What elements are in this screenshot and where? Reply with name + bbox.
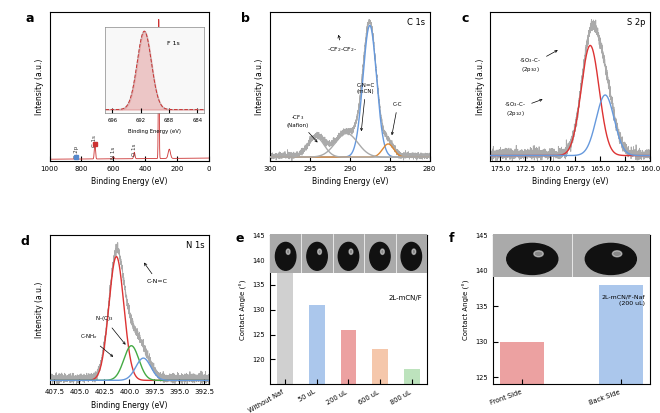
Bar bbox=[500, 342, 544, 384]
Y-axis label: Intensity (a.u.): Intensity (a.u.) bbox=[35, 282, 44, 338]
Y-axis label: Intensity (a.u.): Intensity (a.u.) bbox=[255, 59, 265, 115]
Y-axis label: Contact Angle (°): Contact Angle (°) bbox=[240, 280, 247, 340]
Text: -SO$_3$-C-
(2p$_{1/2}$): -SO$_3$-C- (2p$_{1/2}$) bbox=[504, 99, 542, 119]
X-axis label: Binding Energy (eV): Binding Energy (eV) bbox=[312, 178, 388, 187]
Text: -CF$_2$-CF$_2$-: -CF$_2$-CF$_2$- bbox=[327, 36, 357, 55]
Text: N 1s: N 1s bbox=[111, 147, 116, 159]
Text: a: a bbox=[26, 12, 34, 25]
Text: -SO$_3$-C-
(2p$_{3/2}$): -SO$_3$-C- (2p$_{3/2}$) bbox=[519, 50, 557, 74]
Bar bbox=[309, 305, 325, 384]
Bar bbox=[277, 255, 293, 384]
Text: S 2p: S 2p bbox=[74, 145, 79, 158]
Text: c: c bbox=[461, 12, 469, 25]
Text: C 1s: C 1s bbox=[92, 135, 98, 147]
X-axis label: Binding Energy (eV): Binding Energy (eV) bbox=[532, 178, 609, 187]
Text: O 1s: O 1s bbox=[132, 144, 137, 157]
Text: d: d bbox=[20, 235, 30, 248]
Text: 2L-mCN/F-Naf
(200 uL): 2L-mCN/F-Naf (200 uL) bbox=[602, 295, 645, 306]
Text: C-C: C-C bbox=[391, 102, 403, 135]
Bar bbox=[599, 285, 643, 384]
Text: S 2p: S 2p bbox=[627, 18, 645, 27]
Text: C-N=C
(mCN): C-N=C (mCN) bbox=[356, 83, 375, 131]
Text: C-N=C: C-N=C bbox=[145, 263, 168, 284]
X-axis label: Binding Energy (eV): Binding Energy (eV) bbox=[91, 178, 168, 187]
Text: f: f bbox=[449, 233, 455, 245]
Text: N-(C)$_3$: N-(C)$_3$ bbox=[95, 314, 125, 344]
Text: C-NH$_x$: C-NH$_x$ bbox=[81, 332, 113, 356]
X-axis label: Binding Energy (eV): Binding Energy (eV) bbox=[91, 401, 168, 410]
Text: C 1s: C 1s bbox=[407, 18, 425, 27]
Text: -CF$_3$
(Nafion): -CF$_3$ (Nafion) bbox=[286, 113, 317, 142]
Y-axis label: Contact Angle (°): Contact Angle (°) bbox=[463, 280, 470, 340]
Bar bbox=[341, 330, 356, 384]
Bar bbox=[372, 349, 388, 384]
Text: e: e bbox=[236, 233, 244, 245]
Y-axis label: Intensity (a.u.): Intensity (a.u.) bbox=[35, 59, 44, 115]
Bar bbox=[404, 369, 420, 384]
Text: 2L-mCN/F: 2L-mCN/F bbox=[389, 295, 422, 301]
Text: N 1s: N 1s bbox=[186, 241, 205, 250]
Text: F 1s: F 1s bbox=[150, 55, 163, 60]
Y-axis label: Intensity (a.u.): Intensity (a.u.) bbox=[476, 59, 485, 115]
Text: b: b bbox=[241, 12, 250, 25]
